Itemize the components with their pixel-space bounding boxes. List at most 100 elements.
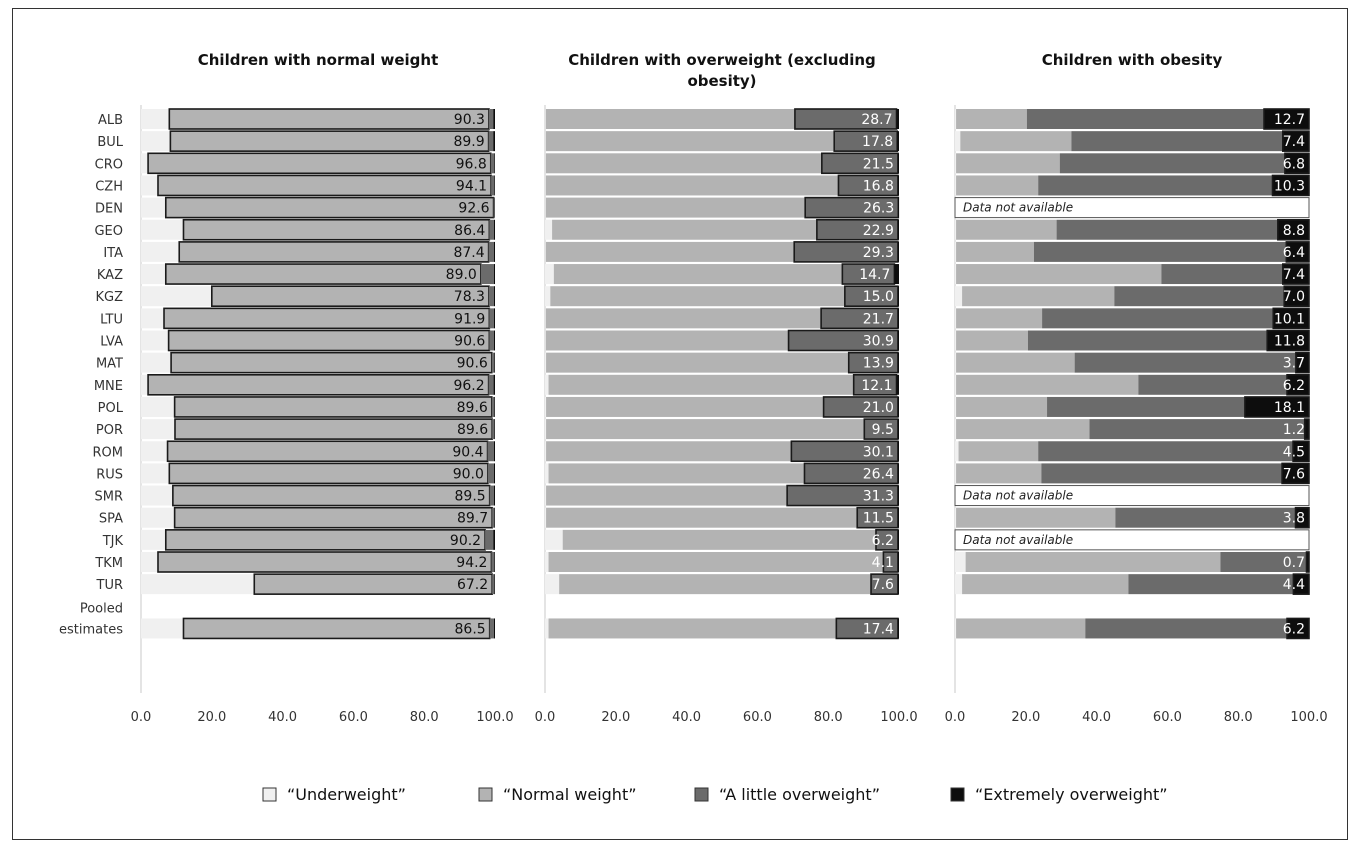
bar-segment-extreme — [493, 485, 495, 506]
bar-segment-extreme — [494, 175, 495, 196]
bar-segment-underweight — [955, 308, 957, 329]
bar-segment-normal — [169, 130, 490, 152]
data-label: 17.4 — [863, 621, 894, 637]
bar-segment-extreme — [897, 529, 899, 550]
bar-segment-normal — [168, 462, 489, 485]
bar-segment-normal — [178, 241, 490, 263]
data-label: 16.8 — [863, 178, 894, 194]
data-label: 4.4 — [1283, 577, 1305, 593]
bar-segment-extreme — [1303, 418, 1310, 440]
bar-segment-normal — [170, 351, 493, 374]
bar-segment-underweight — [545, 109, 546, 129]
bar-segment-underweight — [141, 529, 166, 550]
not-available-label: Data not available — [963, 201, 1073, 215]
bar-segment-underweight — [955, 396, 957, 417]
bar-segment-normal — [956, 352, 1075, 373]
x-tick-label: 60.0 — [743, 710, 772, 725]
data-label: 30.9 — [863, 334, 894, 350]
bar-segment-extreme — [897, 441, 899, 462]
category-label: GEO — [94, 224, 123, 239]
bar-segment-underweight — [141, 308, 165, 329]
bar-segment-underweight — [545, 463, 549, 484]
bar-segment-underweight — [141, 485, 173, 506]
category-label: KGZ — [95, 290, 123, 305]
bar-segment-normal — [172, 484, 491, 507]
bar-segment-underweight — [955, 419, 957, 440]
bar-segment-normal — [545, 308, 822, 329]
bar-segment-underweight — [141, 197, 166, 218]
data-label: 89.0 — [446, 267, 477, 283]
data-label: 89.6 — [457, 400, 488, 416]
bar-segment-normal — [174, 418, 493, 440]
bar-segment-little — [489, 308, 494, 329]
bar-segment-normal — [960, 131, 1072, 152]
bar-segment-underweight — [545, 485, 547, 506]
data-label: 4.5 — [1283, 444, 1305, 460]
bar-segment-extreme — [897, 219, 899, 240]
bar-segment-normal — [545, 330, 789, 351]
bar-segment-little — [1085, 618, 1288, 639]
bar-segment-normal — [546, 485, 788, 506]
bar-segment-extreme — [494, 552, 495, 572]
bar-segment-underweight — [545, 330, 546, 351]
bar-segment-underweight — [545, 175, 546, 196]
data-label: 4.1 — [872, 555, 894, 571]
bar-segment-underweight — [545, 552, 549, 572]
bar-segment-little — [487, 463, 494, 484]
bar-segment-underweight — [141, 552, 158, 572]
legend-label: “Extremely overweight” — [975, 785, 1168, 804]
bar-segment-little — [491, 175, 495, 196]
bar-segment-little — [1071, 131, 1283, 152]
category-label: POL — [98, 401, 124, 416]
category-label: TKM — [94, 556, 123, 571]
data-label: 26.4 — [863, 466, 894, 482]
data-label: 28.7 — [861, 112, 892, 128]
bar-segment-little — [1114, 286, 1285, 307]
bar-segment-normal — [167, 329, 491, 352]
bar-segment-little — [1138, 374, 1288, 395]
category-label: ALB — [98, 113, 123, 128]
category-label: SPA — [99, 512, 123, 527]
legend-swatch — [478, 787, 493, 802]
bar-segment-extreme — [897, 241, 899, 262]
bar-segment-extreme — [897, 175, 899, 196]
data-label: 90.3 — [454, 112, 485, 128]
x-tick-label: 100.0 — [880, 710, 917, 725]
not-available-box — [954, 197, 1310, 219]
bar-segment-underweight — [955, 131, 961, 152]
bar-segment-underweight — [955, 507, 957, 528]
data-label: 92.6 — [458, 201, 489, 217]
bar-segment-underweight — [955, 109, 957, 129]
x-tick-label: 80.0 — [814, 710, 843, 725]
category-label: SMR — [94, 490, 123, 505]
data-label: 6.2 — [1283, 621, 1305, 637]
data-label: 13.9 — [863, 356, 894, 372]
data-label: 29.3 — [863, 245, 894, 261]
bar-segment-little — [1033, 241, 1287, 262]
bar-segment-underweight — [141, 153, 149, 174]
bar-segment-little — [488, 241, 494, 262]
bar-segment-underweight — [141, 131, 171, 152]
data-label: 94.2 — [456, 555, 487, 571]
bar-segment-extreme — [897, 131, 899, 152]
bar-segment-normal — [956, 175, 1039, 196]
bar-segment-extreme — [1286, 373, 1310, 396]
bar-segment-normal — [965, 552, 1221, 572]
bar-segment-normal — [546, 352, 849, 373]
bar-segment-underweight — [955, 574, 963, 595]
bar-segment-extreme — [1286, 617, 1310, 640]
bar-segment-extreme — [1294, 506, 1310, 529]
data-label: 7.4 — [1283, 267, 1305, 283]
data-label: 12.1 — [861, 378, 892, 394]
bar-segment-little — [492, 574, 495, 595]
data-label: 91.9 — [454, 311, 485, 327]
bar-segment-underweight — [955, 286, 963, 307]
bar-segment-underweight — [141, 463, 170, 484]
x-tick-label: 20.0 — [601, 710, 630, 725]
bar-segment-underweight — [141, 574, 255, 595]
bar-segment-extreme — [897, 618, 899, 639]
bar-segment-little — [480, 264, 494, 285]
bar-segment-normal — [562, 529, 876, 550]
bar-segment-little — [487, 441, 494, 462]
figure-frame: ALB BUL CRO CZH DEN GEO ITA KAZ KGZ LTU LVA MAT MNE P… — [12, 8, 1348, 840]
